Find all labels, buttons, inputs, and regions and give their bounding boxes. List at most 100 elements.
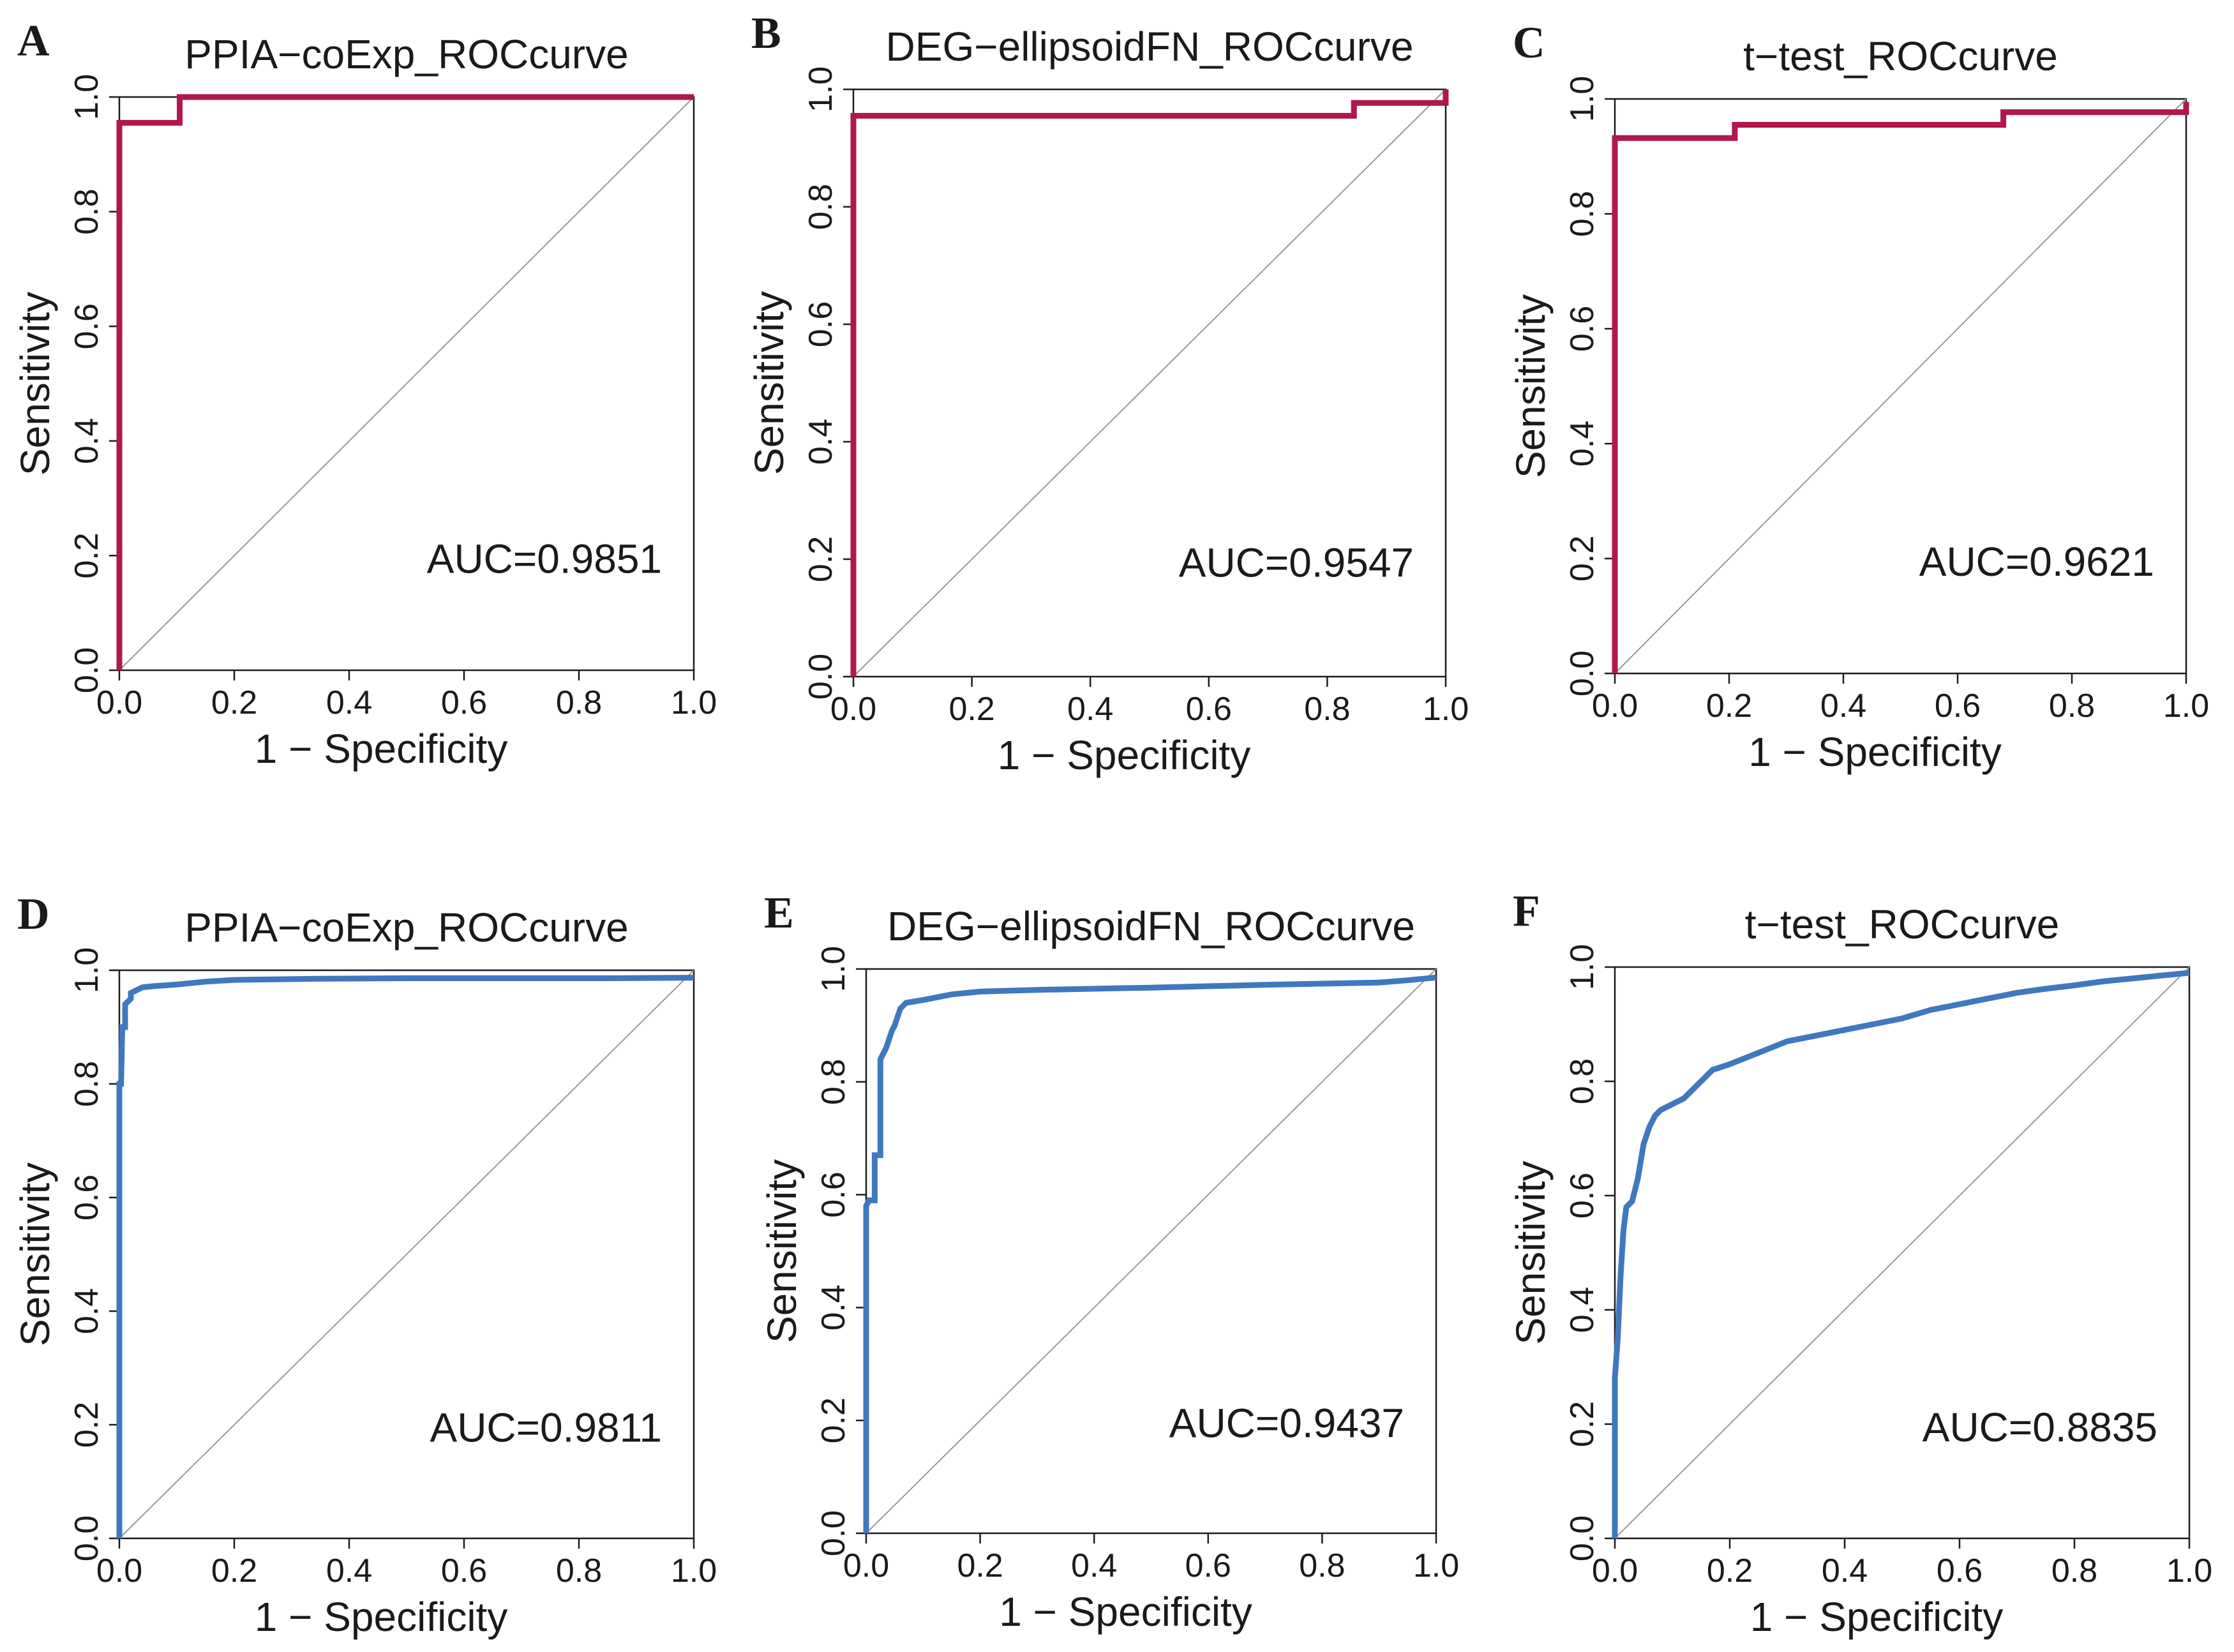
x-tick-label: 1.0 [671,684,717,721]
y-axis-label: Sensitivity [12,292,58,476]
y-tick-label: 1.0 [1564,76,1601,122]
x-tick-label: 0.8 [556,1552,602,1589]
reference-diagonal [1614,98,2187,674]
panel-b: B DEG−ellipsoidFN_ROCcurve 0.0 0.2 0.4 0.6 0.8… [746,9,1469,778]
chart-title: t−test_ROCcurve [1745,901,2060,947]
x-tick-label: 0.4 [326,1552,372,1589]
y-tick-label: 0.6 [68,303,105,349]
y-tick-label: 0.2 [68,532,105,578]
chart-title: t−test_ROCcurve [1743,33,2058,79]
y-tick-label: 0.2 [802,536,839,582]
x-tick-label: 0.4 [326,684,372,721]
y-tick-label: 0.6 [1564,306,1601,352]
roc-curve-line [116,975,694,1538]
chart-title: PPIA−coExp_ROCcurve [184,31,628,77]
y-tick-label: 0.8 [1564,191,1601,237]
panel-a: A PPIA−coExp_ROCcurve 0.0 0.2 0.4 0.6 0.8 1.0 0.… [12,17,717,772]
auc-label: AUC=0.9811 [430,1405,663,1451]
roc-curve-line [116,94,694,670]
chart-title: DEG−ellipsoidFN_ROCcurve [887,903,1415,949]
x-tick-label: 1.0 [2163,687,2209,725]
y-tick-label: 1.0 [815,946,852,992]
x-axis-label: 1 − Specificity [1748,729,2002,775]
x-tick-label: 0.8 [556,684,602,721]
x-tick-label: 0.0 [830,691,876,728]
panel-letter: F [1513,887,1540,936]
x-tick-label: 1.0 [2166,1552,2212,1589]
x-tick-label: 0.4 [1071,1547,1117,1584]
y-tick-label: 0.6 [802,301,839,347]
y-tick-label: 1.0 [1564,944,1601,990]
x-tick-label: 0.2 [211,1552,257,1589]
x-tick-label: 0.8 [1304,691,1350,728]
x-tick-label: 1.0 [1413,1547,1459,1584]
x-axis-label: 1 − Specificity [999,1589,1252,1635]
y-tick-label: 1.0 [68,947,105,993]
panel-letter: A [17,17,50,66]
x-tick-label: 0.0 [1592,687,1638,725]
panel-letter: D [17,890,50,939]
y-tick-label: 0.4 [68,418,105,464]
y-tick-label: 0.0 [815,1510,852,1556]
x-tick-label: 0.6 [1935,687,1981,725]
x-tick-label: 0.0 [96,1552,142,1589]
y-tick-label: 0.8 [1564,1058,1601,1104]
panel-letter: B [751,9,781,58]
y-tick-label: 0.4 [1564,1287,1601,1333]
x-tick-label: 0.4 [1067,691,1113,728]
panel-e: E DEG−ellipsoidFN_ROCcurve 0.0 0.2 0.4 0.6 0.8… [759,889,1459,1635]
x-axis-label: 1 − Specificity [998,732,1251,778]
y-tick-label: 0.8 [68,188,105,234]
roc-curve-line [863,974,1437,1533]
y-axis-label: Sensitivity [759,1159,805,1343]
x-axis-label: 1 − Specificity [1750,1594,2004,1640]
x-axis-label: 1 − Specificity [255,1594,508,1640]
x-tick-label: 0.4 [1820,687,1866,725]
y-tick-label: 0.0 [1564,650,1601,696]
y-tick-label: 0.8 [802,184,839,230]
x-tick-label: 1.0 [1423,691,1469,728]
y-axis-label: Sensitivity [1508,294,1554,478]
auc-label: AUC=0.9621 [1919,539,2154,585]
auc-label: AUC=0.9547 [1179,540,1414,586]
x-axis-label: 1 − Specificity [255,726,508,772]
y-tick-label: 1.0 [802,66,839,112]
y-axis-label: Sensitivity [1508,1160,1554,1344]
x-tick-label: 0.6 [1937,1552,1983,1589]
y-axis-label: Sensitivity [12,1162,58,1346]
panel-letter: C [1513,19,1545,68]
x-tick-label: 0.6 [1185,1547,1231,1584]
reference-diagonal [853,89,1446,677]
y-tick-label: 0.8 [815,1059,852,1105]
x-tick-label: 0.6 [1186,691,1232,728]
x-tick-label: 0.8 [2049,687,2095,725]
x-tick-label: 0.0 [1592,1552,1638,1589]
chart-title: PPIA−coExp_ROCcurve [184,905,628,950]
x-tick-label: 0.2 [1707,1552,1753,1589]
x-tick-label: 0.2 [948,691,994,728]
x-tick-label: 1.0 [671,1552,717,1589]
y-tick-label: 0.0 [68,647,105,693]
roc-curve-line [850,89,1449,677]
panel-letter: E [764,889,794,938]
y-tick-label: 0.8 [68,1061,105,1107]
y-tick-label: 0.0 [1564,1515,1601,1561]
x-tick-label: 0.8 [2051,1552,2097,1589]
y-tick-label: 0.0 [802,654,839,700]
x-tick-label: 0.6 [441,1552,487,1589]
x-tick-label: 0.8 [1299,1547,1345,1584]
y-tick-label: 0.4 [815,1284,852,1330]
reference-diagonal [119,96,694,671]
x-tick-label: 0.0 [843,1547,889,1584]
x-tick-label: 0.6 [441,684,487,721]
auc-label: AUC=0.9851 [427,536,662,582]
y-tick-label: 0.2 [1564,1401,1601,1447]
panel-d: D PPIA−coExp_ROCcurve 0.0 0.2 0.4 0.6 0.8 1.0 0.… [12,890,717,1640]
plot-frame [1614,966,2191,1540]
y-tick-label: 0.4 [1564,421,1601,467]
x-tick-label: 0.2 [211,684,257,721]
chart-title: DEG−ellipsoidFN_ROCcurve [886,24,1414,70]
auc-label: AUC=0.9437 [1169,1400,1404,1446]
